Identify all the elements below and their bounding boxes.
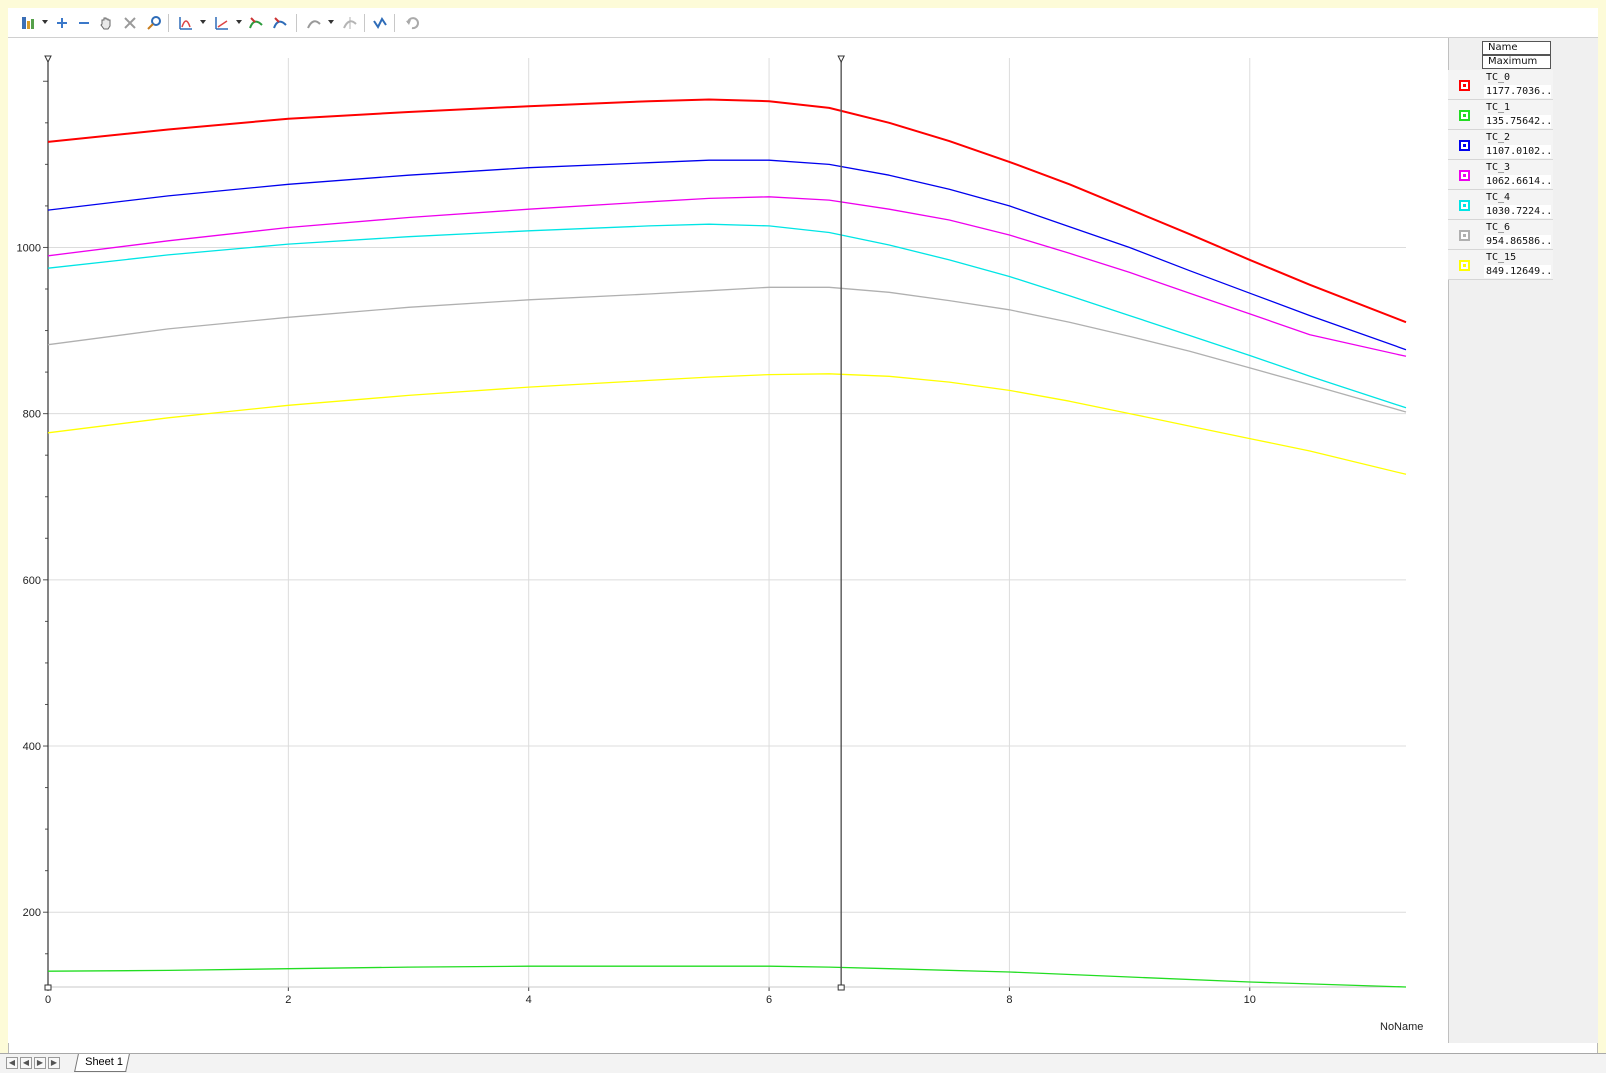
legend-header-name[interactable]: Name — [1482, 41, 1551, 55]
legend-color-swatch[interactable] — [1459, 230, 1470, 241]
last-sheet-button[interactable]: ▶ — [48, 1057, 60, 1069]
legend-swatch-dot — [1463, 204, 1466, 207]
legend-row-tc_2[interactable]: TC_2 1107.0102... — [1448, 130, 1553, 160]
x-axis-label: NoName — [1380, 1021, 1424, 1033]
y-tick-label: 200 — [23, 907, 41, 919]
legend-color-swatch[interactable] — [1459, 170, 1470, 181]
legend-series-name: TC_1 — [1486, 102, 1511, 113]
curve-remove-icon[interactable] — [272, 15, 288, 31]
legend-series-name: TC_3 — [1486, 162, 1511, 173]
grid — [48, 58, 1406, 987]
legend-color-swatch[interactable] — [1459, 260, 1470, 271]
legend-color-swatch[interactable] — [1459, 110, 1470, 121]
cursor-handle-bottom[interactable] — [837, 984, 845, 991]
first-sheet-button[interactable]: ◀ — [6, 1057, 18, 1069]
toolbar-separator — [364, 14, 365, 32]
toolbar-separator — [168, 14, 169, 32]
series-line-tc_4[interactable] — [47, 223, 1407, 409]
line-chart[interactable]: 0 2 4 6 8 10 200 400 600 800 1000 — [8, 38, 1448, 1043]
series-line-tc_0[interactable] — [47, 98, 1407, 324]
x-tick-label: 10 — [1244, 994, 1256, 1006]
zoom-out-icon[interactable] — [76, 15, 92, 31]
next-sheet-button[interactable]: ▶ — [34, 1057, 46, 1069]
series-line-tc_6[interactable] — [47, 286, 1407, 413]
legend-series-name: TC_6 — [1486, 222, 1511, 233]
legend-series-maximum: 1107.0102... — [1484, 145, 1551, 158]
legend-series-maximum: 1030.7224... — [1484, 205, 1551, 218]
legend-row-tc_1[interactable]: TC_1 135.75642... — [1448, 100, 1553, 130]
legend-swatch-dot — [1463, 84, 1466, 87]
legend-series-name: TC_4 — [1486, 192, 1511, 203]
prev-sheet-button[interactable]: ◀ — [20, 1057, 32, 1069]
pan-hand-icon[interactable] — [98, 15, 114, 31]
legend-series-maximum: 849.12649... — [1484, 265, 1551, 278]
axes: 0 2 4 6 8 10 200 400 600 800 1000 — [17, 58, 1406, 1006]
y-tick-label: 1000 — [17, 242, 41, 254]
legend-row-tc_15[interactable]: TC_15 849.12649... — [1448, 250, 1553, 280]
axis-icon[interactable] — [214, 15, 230, 31]
legend-series-name: TC_15 — [1486, 252, 1517, 263]
toolbar-separator — [296, 14, 297, 32]
x-tick-label: 0 — [45, 994, 51, 1006]
legend-color-swatch[interactable] — [1459, 80, 1470, 91]
sheet-tab-label: Sheet 1 — [85, 1056, 124, 1068]
dropdown-arrow-icon[interactable] — [236, 20, 242, 24]
legend-series-name: TC_0 — [1486, 72, 1511, 83]
undo-icon[interactable] — [404, 15, 420, 31]
dropdown-arrow-icon[interactable] — [200, 20, 206, 24]
legend-swatch-dot — [1463, 144, 1466, 147]
measure-icon[interactable] — [178, 15, 194, 31]
zoom-in-icon[interactable] — [54, 15, 70, 31]
legend-series-maximum: 954.86586... — [1484, 235, 1551, 248]
dropdown-arrow-icon[interactable] — [328, 20, 334, 24]
legend-swatch-dot — [1463, 264, 1466, 267]
y-tick-label: 600 — [23, 575, 41, 587]
legend-series-maximum: 1177.7036... — [1484, 85, 1551, 98]
cursor-remove-icon[interactable] — [342, 15, 358, 31]
curve-add-icon[interactable] — [248, 15, 264, 31]
sheet-bar: ◀ ◀ ▶ ▶ Sheet 1 — [0, 1053, 1606, 1073]
y-tick-label: 800 — [23, 409, 41, 421]
curve-fit-icon[interactable] — [372, 15, 388, 31]
series-line-tc_15[interactable] — [47, 373, 1407, 475]
zoom-fit-icon[interactable] — [146, 15, 162, 31]
cursor-icon[interactable] — [306, 15, 322, 31]
dropdown-arrow-icon[interactable] — [42, 20, 48, 24]
y-tick-label: 400 — [23, 741, 41, 753]
cursor-handle-top[interactable] — [837, 55, 845, 64]
legend-color-swatch[interactable] — [1459, 140, 1470, 151]
legend-swatch-dot — [1463, 114, 1466, 117]
legend-row-tc_3[interactable]: TC_3 1062.6614... — [1448, 160, 1553, 190]
plot-area[interactable]: 0 2 4 6 8 10 200 400 600 800 1000 — [8, 38, 1448, 1043]
legend-row-tc_4[interactable]: TC_4 1030.7224... — [1448, 190, 1553, 220]
legend-swatch-dot — [1463, 234, 1466, 237]
legend-header-value[interactable]: Maximum — [1482, 55, 1551, 69]
chart-settings-icon[interactable] — [20, 15, 36, 31]
x-tick-label: 4 — [526, 994, 532, 1006]
series-line-tc_2[interactable] — [47, 159, 1407, 351]
x-tick-label: 8 — [1006, 994, 1012, 1006]
legend-row-tc_6[interactable]: TC_6 954.86586... — [1448, 220, 1553, 250]
toolbar — [8, 8, 1598, 38]
legend-row-tc_0[interactable]: TC_0 1177.7036... — [1448, 70, 1553, 100]
cursor-group[interactable] — [44, 55, 845, 991]
reset-zoom-icon[interactable] — [122, 15, 138, 31]
legend-series-maximum: 1062.6614... — [1484, 175, 1551, 188]
series-group — [47, 98, 1407, 988]
toolbar-separator — [394, 14, 395, 32]
legend-series-name: TC_2 — [1486, 132, 1511, 143]
legend-swatch-dot — [1463, 174, 1466, 177]
cursor-handle-bottom[interactable] — [44, 984, 52, 991]
x-tick-label: 6 — [766, 994, 772, 1006]
sheet-tab[interactable]: Sheet 1 — [74, 1054, 130, 1072]
legend-color-swatch[interactable] — [1459, 200, 1470, 211]
series-line-tc_3[interactable] — [47, 196, 1407, 357]
cursor-handle-top[interactable] — [44, 55, 52, 64]
legend-series-maximum: 135.75642... — [1484, 115, 1551, 128]
x-tick-label: 2 — [285, 994, 291, 1006]
series-line-tc_1[interactable] — [47, 965, 1407, 988]
